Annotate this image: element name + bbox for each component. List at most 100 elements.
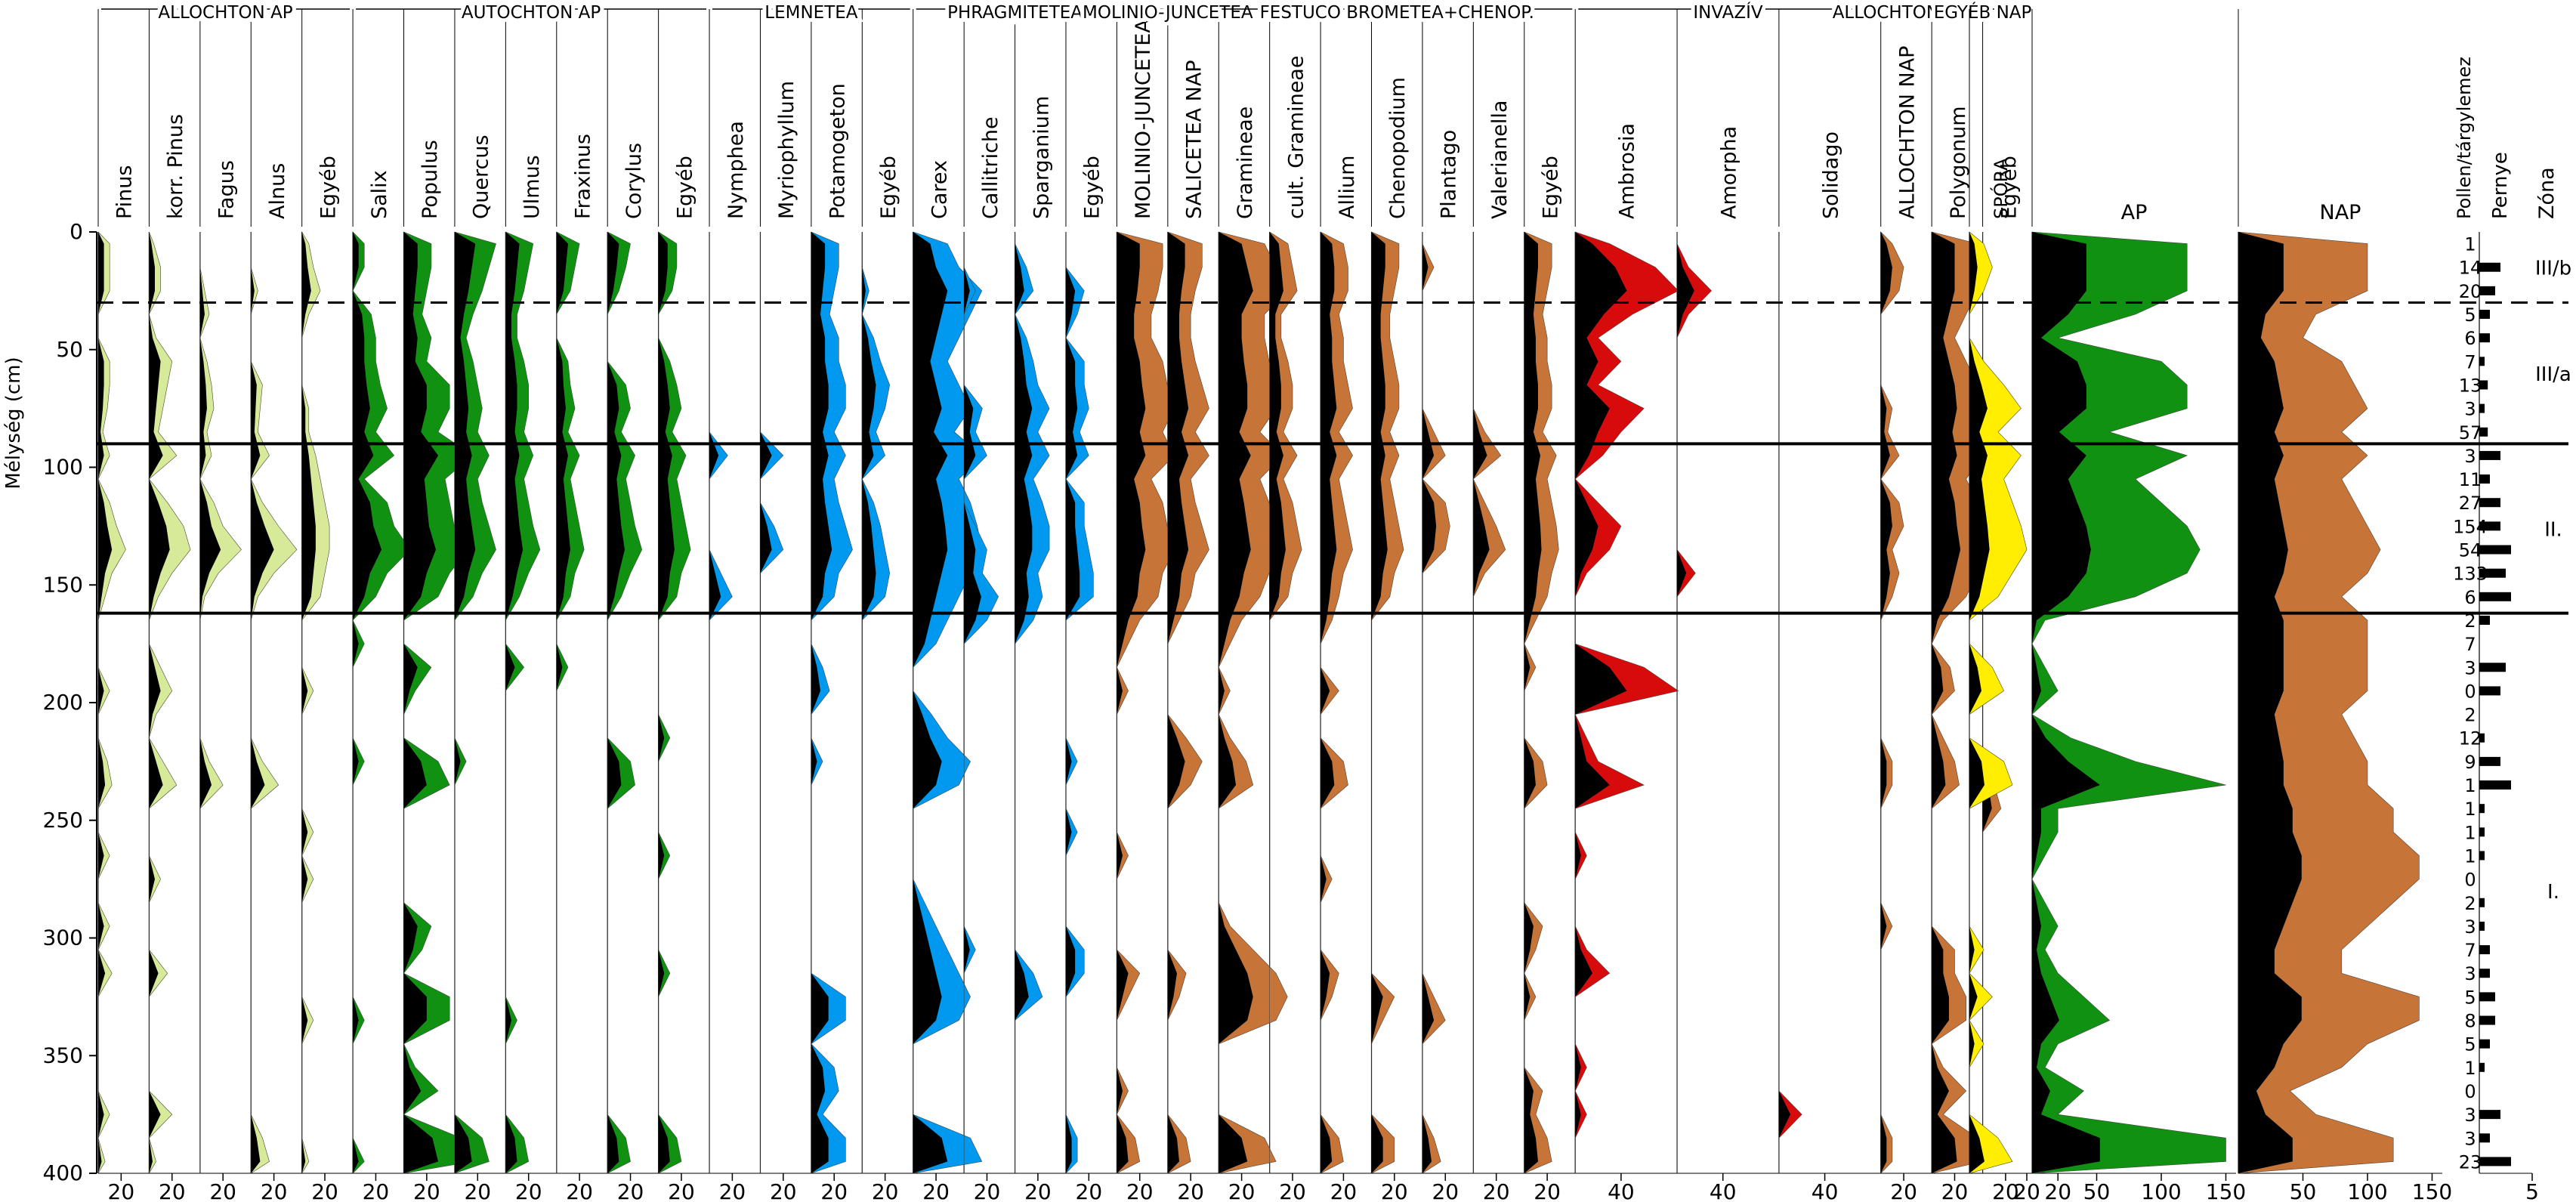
pernye-bar <box>2479 686 2500 696</box>
taxon-label: Salix <box>368 170 391 219</box>
pernye-label: Pernye <box>2489 152 2512 219</box>
group-label: ALLOCHTON AP <box>158 3 292 23</box>
pernye-bar <box>2479 474 2490 484</box>
taxon-core <box>505 232 524 1173</box>
zone-label: II. <box>2544 518 2562 541</box>
taxon-area <box>149 231 191 1175</box>
pernye-bar <box>2479 545 2511 555</box>
taxon-label: Corylus <box>622 143 646 219</box>
taxon-label: Egyéb <box>877 156 900 219</box>
taxon-area <box>1778 232 1802 1173</box>
pernye-bar <box>2479 921 2485 931</box>
spora-area <box>1969 231 2028 1174</box>
pernye-bar <box>2479 286 2495 295</box>
taxon-core <box>760 232 772 1173</box>
taxon-label: MOLINIO-JUNCETEA <box>1132 19 1155 219</box>
taxon-label: korr. Pinus <box>164 114 187 219</box>
pollen-count-value: 1 <box>2464 799 2476 820</box>
x-tick-label: 20 <box>209 1179 236 1202</box>
x-tick-label: 40 <box>1710 1179 1737 1202</box>
taxon-core <box>1167 232 1189 1173</box>
taxon-core <box>1015 232 1033 1173</box>
taxon-core <box>1524 232 1542 1173</box>
pernye-bar <box>2479 1015 2495 1025</box>
nap-tick-label: 100 <box>2347 1179 2387 1202</box>
zone-boundaries: Zóna III/b III/a II. I. <box>97 167 2571 904</box>
taxon-label: Callitriche <box>979 116 1002 219</box>
taxon-core <box>1575 232 1627 1173</box>
depth-tick-label: 350 <box>43 1043 83 1068</box>
pollen-count-value: 7 <box>2464 940 2476 961</box>
pernye-bar <box>2479 804 2485 814</box>
pernye-bar <box>2479 827 2485 837</box>
taxon-label: Fraxinus <box>572 134 595 219</box>
ap-tick-label: 50 <box>2083 1179 2111 1202</box>
taxon-area <box>352 231 411 1174</box>
pernye-bar <box>2479 851 2485 861</box>
taxon-label: Egyéb <box>317 156 340 219</box>
x-tick-label: 40 <box>1608 1179 1635 1202</box>
nap-core <box>2238 232 2302 1173</box>
pollen-count-value: 1 <box>2464 1058 2476 1079</box>
x-tick-label: 20 <box>159 1179 186 1202</box>
taxon-label: SALICETEA NAP <box>1183 60 1206 219</box>
pollen-count-value: 57 <box>2459 422 2482 443</box>
x-tick-label: 20 <box>1992 1179 2019 1202</box>
pollen-count-value: 1 <box>2464 822 2476 843</box>
taxon-core <box>1677 232 1694 1173</box>
taxon-core <box>98 232 113 1173</box>
x-tick-label: 20 <box>464 1179 491 1202</box>
pollen-count-value: 6 <box>2464 328 2476 349</box>
pernye-bar <box>2479 615 2490 625</box>
pernye-bar <box>2479 1039 2490 1049</box>
taxon-core <box>1778 232 1791 1173</box>
taxon-core <box>913 232 948 1173</box>
group-headers: ALLOCHTON AP AUTOCHTON AP LEMNETEA PHRAGMIT… <box>101 0 2036 26</box>
depth-tick-label: 250 <box>43 808 83 833</box>
depth-tick-label: 150 <box>43 572 83 597</box>
taxon-label: Ulmus <box>520 155 544 219</box>
pollen-count-value: 5 <box>2464 304 2476 326</box>
pernye-bar <box>2479 357 2485 366</box>
taxon-label: Carex <box>928 160 951 219</box>
taxon-area <box>861 232 891 1173</box>
taxon-core <box>1932 232 1961 1173</box>
taxon-core <box>1422 232 1437 1173</box>
depth-tick-label: 400 <box>43 1160 83 1185</box>
pernye-bar <box>2479 380 2488 390</box>
taxon-core <box>811 232 832 1173</box>
zone-label: III/b <box>2535 258 2571 280</box>
pollen-count-value: 5 <box>2464 1034 2476 1055</box>
taxon-label: Potamogeton <box>826 83 850 219</box>
taxon-core <box>353 232 382 1173</box>
x-tick-label: 20 <box>617 1179 644 1202</box>
taxon-area <box>250 232 298 1174</box>
taxon-label: Amorpha <box>1717 126 1740 219</box>
depth-tick-label: 200 <box>43 690 83 715</box>
x-tick-label: 20 <box>566 1179 593 1202</box>
taxon-area <box>760 232 784 1173</box>
x-tick-label: 20 <box>668 1179 695 1202</box>
taxon-area <box>1472 232 1506 1173</box>
taxon-label: Plantago <box>1438 130 1461 219</box>
zone-column-label: Zóna <box>2535 167 2559 219</box>
x-tick-label: 20 <box>1126 1179 1154 1202</box>
pollen-count-value: 11 <box>2459 469 2482 490</box>
pollen-count-value: 0 <box>2464 1081 2476 1102</box>
taxon-label: Solidago <box>1819 131 1842 219</box>
x-tick-label: 20 <box>1483 1179 1510 1202</box>
group-label: EGYÉB NAP <box>1934 2 2032 23</box>
taxon-label: Pinus <box>113 165 137 219</box>
group-label: ALLOCHTON NAP <box>1833 3 1981 23</box>
x-tick-label: 20 <box>1177 1179 1204 1202</box>
group-label: PHRAGMITETEA <box>947 3 1083 23</box>
ap-label: AP <box>2121 201 2148 224</box>
zone-label: III/a <box>2535 363 2571 386</box>
taxon-label: Chenopodium <box>1386 77 1410 219</box>
pollen-count-value: 3 <box>2464 916 2476 938</box>
taxon-core <box>1066 232 1080 1173</box>
group-label: LEMNETEA <box>764 3 858 23</box>
taxon-label: Egyéb <box>1081 156 1104 219</box>
taxon-area <box>1676 232 1712 1173</box>
pernye-bar <box>2479 756 2500 766</box>
